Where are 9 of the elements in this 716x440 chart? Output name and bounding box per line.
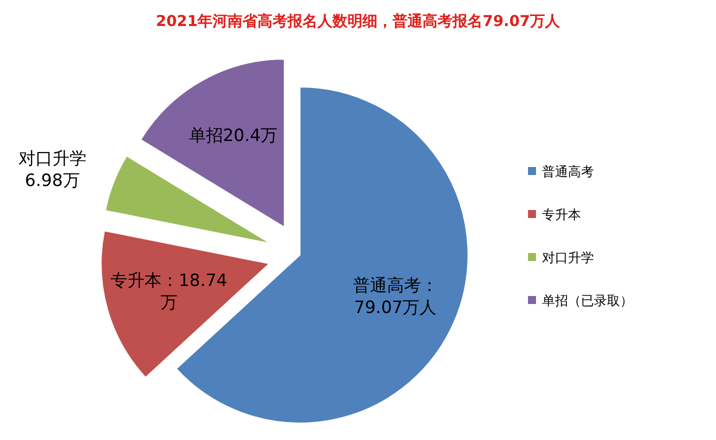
data-label: 专升本：18.74万 xyxy=(110,270,228,314)
legend-label: 单招（已录取） xyxy=(542,294,633,309)
chart-title: 2021年河南省高考报名人数明细，普通高考报名79.07万人 xyxy=(156,12,562,30)
legend-label: 普通高考 xyxy=(542,164,594,180)
data-label: 对口升学6.98万 xyxy=(17,148,88,192)
data-label: 单招20.4万 xyxy=(188,125,279,148)
data-label: 普通高考：79.07万人 xyxy=(352,274,439,319)
legend-label: 对口升学 xyxy=(542,251,594,266)
legend-label: 专升本 xyxy=(542,208,581,223)
